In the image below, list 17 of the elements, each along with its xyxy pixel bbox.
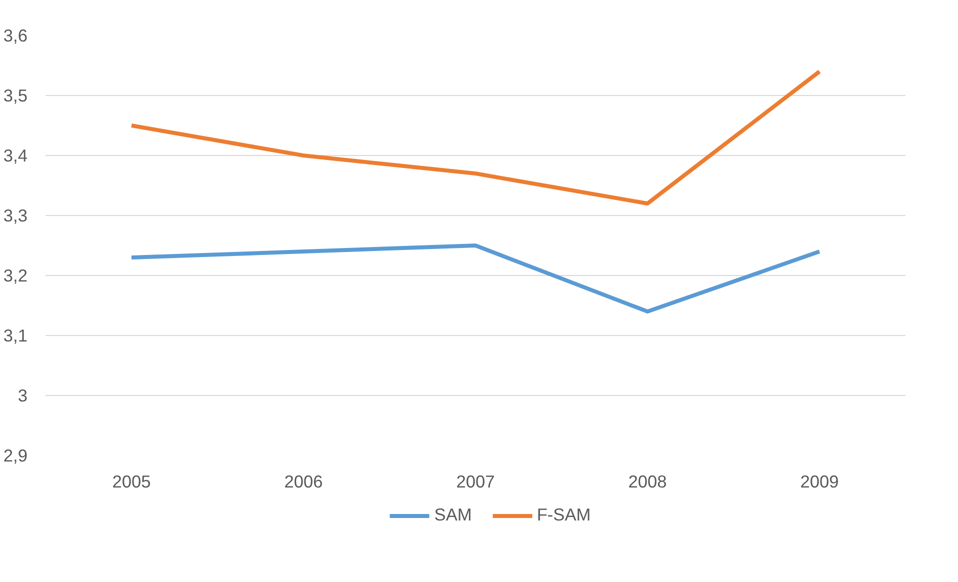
legend-label: F-SAM	[536, 504, 591, 526]
line-series	[130, 70, 822, 206]
x-tick-label: 2008	[628, 472, 667, 492]
y-tick-label: 3,3	[3, 206, 28, 226]
x-tick-label: 2007	[456, 472, 495, 492]
y-tick-label: 3,2	[3, 266, 28, 286]
y-tick-label: 3,4	[3, 146, 28, 166]
y-tick-label: 3,1	[3, 326, 28, 346]
x-tick-label: 2006	[284, 472, 323, 492]
legend-label: SAM	[434, 504, 472, 526]
y-tick-label: 3,6	[3, 26, 28, 46]
y-tick-label: 3	[18, 386, 28, 406]
line-series	[130, 244, 822, 314]
x-tick-label: 2009	[800, 472, 839, 492]
y-tick-label: 3,5	[3, 86, 28, 106]
y-tick-label: 2,9	[3, 446, 28, 466]
x-tick-label: 2005	[112, 472, 151, 492]
